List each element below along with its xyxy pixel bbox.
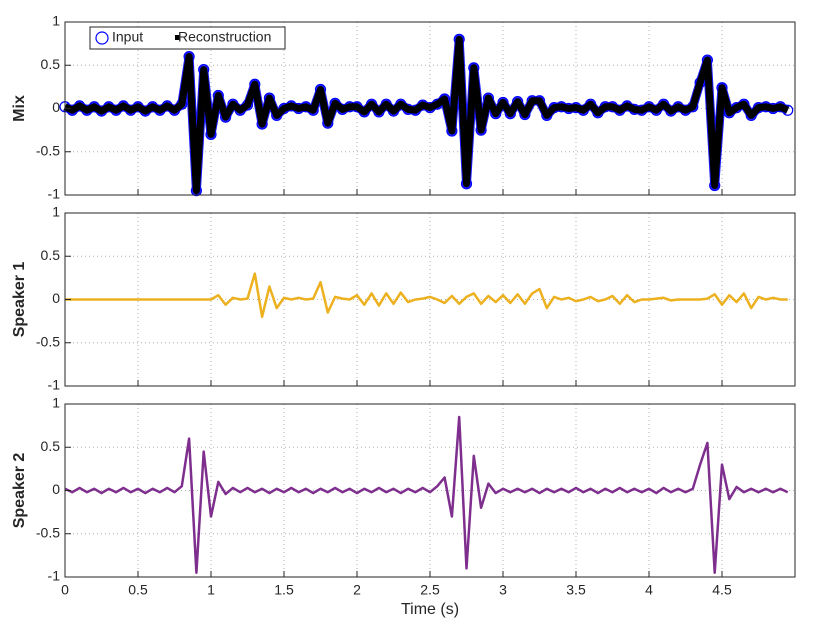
y-tick-label: -1: [48, 568, 61, 584]
x-tick-label: 3: [499, 582, 507, 598]
y-axis-label: Mix: [11, 95, 28, 122]
y-tick-label: 0: [52, 99, 60, 115]
y-tick-label: -0.5: [36, 333, 60, 349]
y-axis-label: Speaker 1: [11, 262, 28, 338]
x-tick-label: 4.5: [712, 582, 732, 598]
y-tick-label: 0: [52, 290, 60, 306]
x-tick-label: 2: [353, 582, 361, 598]
y-tick-label: 0.5: [41, 56, 61, 72]
y-tick-label: -0.5: [36, 142, 60, 158]
y-tick-label: 0.5: [41, 438, 61, 454]
signal-line: [65, 272, 788, 319]
y-tick-label: 1: [52, 395, 60, 411]
x-tick-label: 0.5: [128, 582, 148, 598]
y-tick-label: 1: [52, 204, 60, 220]
y-tick-label: -1: [48, 377, 61, 393]
y-tick-label: 1: [52, 13, 60, 29]
legend-label: Input: [112, 29, 143, 45]
legend-marker: [95, 31, 109, 45]
x-tick-label: 2.5: [420, 582, 440, 598]
y-tick-label: 0.5: [41, 247, 61, 263]
x-tick-label: 1.5: [274, 582, 294, 598]
x-tick-label: 1: [207, 582, 215, 598]
legend: Input Reconstruction: [89, 26, 286, 50]
y-axis-label: Speaker 2: [11, 453, 28, 529]
x-tick-label: 3.5: [566, 582, 586, 598]
y-tick-label: -1: [48, 186, 61, 202]
x-tick-label: 4: [645, 582, 653, 598]
legend-marker: [175, 35, 180, 40]
y-tick-label: 0: [52, 481, 60, 497]
legend-label: Reconstruction: [178, 29, 271, 45]
legend-box: [89, 26, 286, 50]
x-tick-label: 0: [61, 582, 69, 598]
y-tick-label: -0.5: [36, 524, 60, 540]
x-axis-label: Time (s): [401, 601, 459, 618]
reconstruction-line: [63, 35, 790, 195]
signal-line: [64, 415, 789, 574]
